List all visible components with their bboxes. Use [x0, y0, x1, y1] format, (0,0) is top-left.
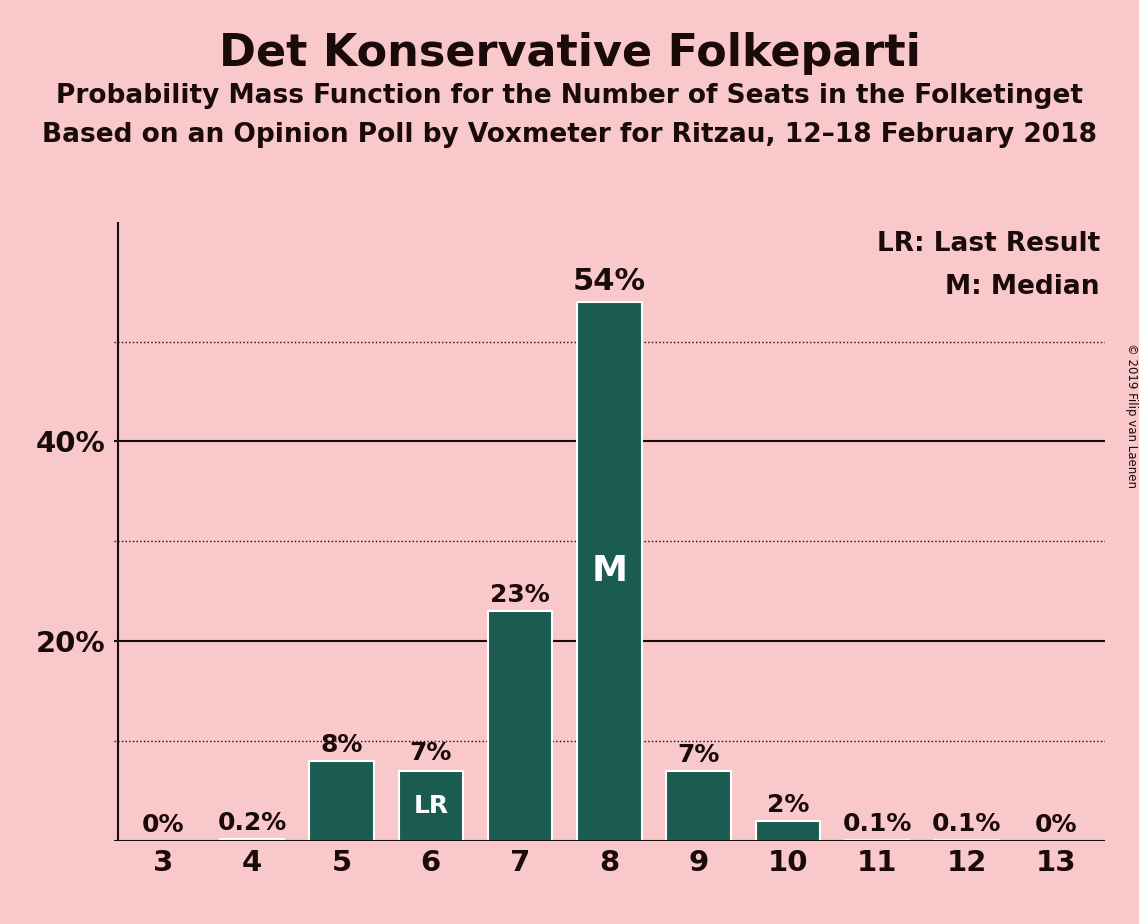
Text: 7%: 7%: [410, 741, 452, 765]
Text: M: Median: M: Median: [945, 274, 1100, 300]
Bar: [756, 821, 820, 841]
Text: 54%: 54%: [573, 267, 646, 296]
Text: LR: Last Result: LR: Last Result: [877, 231, 1100, 257]
Text: 0.1%: 0.1%: [843, 812, 912, 836]
Text: 2%: 2%: [767, 793, 809, 817]
Text: 8%: 8%: [320, 733, 362, 757]
Bar: [220, 839, 285, 841]
Bar: [399, 771, 462, 841]
Text: 7%: 7%: [678, 743, 720, 767]
Text: 23%: 23%: [490, 583, 550, 607]
Text: 0%: 0%: [1034, 813, 1077, 837]
Text: Probability Mass Function for the Number of Seats in the Folketinget: Probability Mass Function for the Number…: [56, 83, 1083, 109]
Bar: [310, 761, 374, 841]
Text: Det Konservative Folkeparti: Det Konservative Folkeparti: [219, 32, 920, 76]
Text: M: M: [591, 554, 628, 589]
Text: LR: LR: [413, 794, 449, 818]
Text: © 2019 Filip van Laenen: © 2019 Filip van Laenen: [1124, 344, 1138, 488]
Bar: [577, 301, 641, 841]
Text: 0%: 0%: [141, 813, 185, 837]
Text: 0.2%: 0.2%: [218, 811, 287, 835]
Bar: [666, 771, 731, 841]
Text: Based on an Opinion Poll by Voxmeter for Ritzau, 12–18 February 2018: Based on an Opinion Poll by Voxmeter for…: [42, 122, 1097, 148]
Bar: [934, 840, 999, 841]
Text: 0.1%: 0.1%: [932, 812, 1001, 836]
Bar: [487, 611, 552, 841]
Bar: [845, 840, 909, 841]
